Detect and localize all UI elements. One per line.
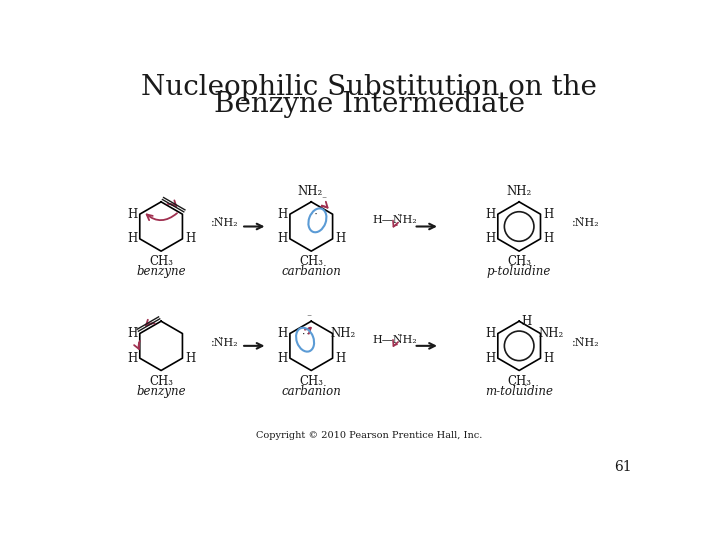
Text: ··: ··: [309, 211, 320, 220]
Text: NH₂: NH₂: [330, 327, 356, 340]
Text: H: H: [127, 208, 138, 221]
Text: H: H: [485, 208, 495, 221]
Text: H: H: [485, 327, 495, 340]
Text: Benzyne Intermediate: Benzyne Intermediate: [214, 91, 524, 118]
Text: CH₃: CH₃: [300, 255, 323, 268]
Text: p-toluidine: p-toluidine: [487, 266, 552, 279]
Text: H: H: [277, 352, 287, 365]
Text: H: H: [185, 232, 195, 245]
Text: H: H: [543, 208, 553, 221]
Text: :N̈H₂: :N̈H₂: [210, 218, 238, 228]
Text: CH₃: CH₃: [507, 375, 531, 388]
Text: NH₂: NH₂: [539, 327, 564, 340]
Text: H: H: [485, 232, 495, 245]
Text: H: H: [127, 232, 138, 245]
Text: CH₃: CH₃: [300, 375, 323, 388]
Text: H: H: [127, 327, 138, 340]
Text: ··: ··: [301, 330, 312, 340]
Text: :N̈H₂: :N̈H₂: [572, 218, 600, 228]
Text: H: H: [543, 352, 553, 365]
Text: 61: 61: [614, 460, 632, 474]
Text: ⁻: ⁻: [307, 313, 312, 322]
Text: benzyne: benzyne: [136, 266, 186, 279]
Text: H: H: [336, 232, 346, 245]
Text: ⁻: ⁻: [321, 195, 326, 204]
Text: H—N̈H₂: H—N̈H₂: [372, 215, 417, 225]
Text: CH₃: CH₃: [149, 255, 173, 268]
Text: H: H: [277, 232, 287, 245]
Text: H: H: [336, 352, 346, 365]
Text: H: H: [185, 352, 195, 365]
Text: H: H: [277, 327, 287, 340]
Text: benzyne: benzyne: [136, 385, 186, 398]
Text: Copyright © 2010 Pearson Prentice Hall, Inc.: Copyright © 2010 Pearson Prentice Hall, …: [256, 431, 482, 441]
Text: CH₃: CH₃: [507, 255, 531, 268]
Text: m-toluidine: m-toluidine: [485, 385, 553, 398]
Text: carbanion: carbanion: [282, 385, 341, 398]
Text: Nucleophilic Substitution on the: Nucleophilic Substitution on the: [141, 75, 597, 102]
Text: CH₃: CH₃: [149, 375, 173, 388]
Text: H—N̈H₂: H—N̈H₂: [372, 335, 417, 345]
Text: H: H: [277, 208, 287, 221]
Text: NH₂: NH₂: [507, 185, 532, 198]
Text: :N̈H₂: :N̈H₂: [572, 338, 600, 348]
Text: H: H: [485, 352, 495, 365]
Text: carbanion: carbanion: [282, 266, 341, 279]
Text: H: H: [127, 352, 138, 365]
Text: :N̈H₂: :N̈H₂: [210, 338, 238, 348]
Text: H: H: [522, 315, 532, 328]
Text: H: H: [543, 232, 553, 245]
Text: NH₂: NH₂: [297, 185, 323, 198]
